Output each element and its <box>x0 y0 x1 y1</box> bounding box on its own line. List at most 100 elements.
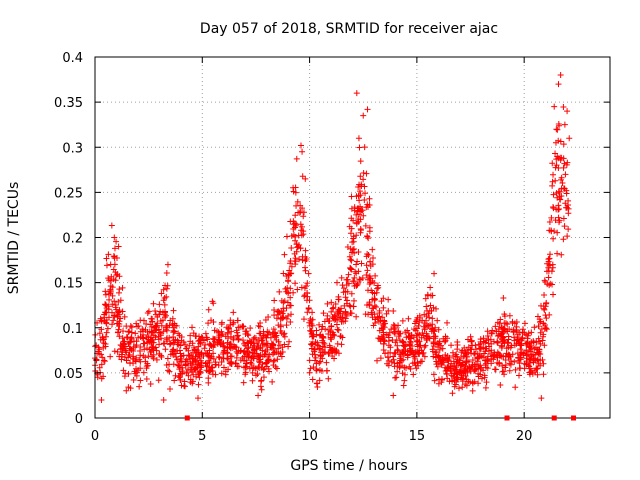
data-point <box>550 291 557 298</box>
data-point <box>552 177 559 184</box>
data-point <box>558 251 565 258</box>
data-point <box>273 337 280 344</box>
data-point <box>371 279 378 286</box>
data-point <box>215 362 222 369</box>
data-point <box>523 331 530 338</box>
data-point <box>516 354 523 361</box>
data-point <box>397 355 404 362</box>
data-point <box>327 344 334 351</box>
data-point <box>410 371 417 378</box>
data-point <box>109 292 116 299</box>
data-point <box>162 308 169 315</box>
data-point <box>517 341 524 348</box>
data-point <box>150 300 157 307</box>
data-point <box>277 350 284 357</box>
data-point <box>128 324 135 331</box>
data-point <box>556 205 563 212</box>
data-point <box>550 191 557 198</box>
data-point <box>292 280 299 287</box>
data-point <box>355 184 362 190</box>
data-point <box>536 351 543 358</box>
data-point <box>349 249 356 256</box>
data-point <box>385 307 392 314</box>
data-point <box>137 358 144 365</box>
data-point <box>290 188 297 195</box>
data-point <box>561 185 568 192</box>
data-point <box>195 369 202 376</box>
data-point <box>169 315 176 322</box>
data-point <box>560 104 567 111</box>
data-point <box>244 331 251 338</box>
data-point <box>479 375 486 382</box>
data-point <box>172 336 179 343</box>
data-point <box>224 329 231 336</box>
data-point <box>554 229 561 236</box>
data-point <box>540 371 547 378</box>
data-point <box>401 377 408 384</box>
data-point <box>485 336 492 343</box>
data-point <box>556 188 563 195</box>
data-point <box>355 215 362 222</box>
data-point <box>461 344 468 351</box>
data-point <box>523 352 530 359</box>
data-point <box>272 329 279 336</box>
data-point <box>328 323 335 330</box>
data-point <box>481 350 488 357</box>
data-point <box>355 249 362 256</box>
data-point <box>449 378 456 385</box>
data-point <box>555 206 562 213</box>
data-point <box>266 368 273 375</box>
data-point <box>472 342 479 349</box>
data-point <box>140 317 147 324</box>
data-point <box>421 353 428 360</box>
data-point <box>105 291 112 298</box>
data-point <box>111 312 118 319</box>
data-point <box>241 340 248 347</box>
data-point <box>534 365 541 372</box>
data-point <box>283 305 290 312</box>
data-point <box>525 351 532 358</box>
data-point <box>189 324 196 331</box>
data-point <box>247 325 254 332</box>
data-point <box>326 326 333 333</box>
data-point <box>209 364 216 371</box>
data-point <box>152 307 159 314</box>
data-point <box>320 310 327 317</box>
data-point <box>412 355 419 362</box>
data-point <box>528 339 535 346</box>
data-point <box>519 326 526 333</box>
data-point <box>302 264 309 271</box>
y-tick-label: 0 <box>75 412 83 427</box>
data-point <box>415 349 422 356</box>
data-point <box>540 331 547 338</box>
data-point <box>205 306 212 313</box>
data-point <box>385 357 392 364</box>
data-point <box>257 330 264 337</box>
data-point <box>422 342 429 349</box>
data-point <box>278 353 285 360</box>
data-point <box>291 250 298 257</box>
data-point <box>162 282 169 289</box>
data-point <box>149 353 156 360</box>
data-point <box>455 385 462 392</box>
data-point <box>163 270 170 277</box>
data-point <box>459 384 466 391</box>
x-tick-label: 5 <box>198 429 206 444</box>
data-point <box>292 255 299 262</box>
data-point <box>444 335 451 342</box>
data-point <box>504 321 511 328</box>
data-point <box>396 359 403 366</box>
data-point <box>364 267 371 274</box>
data-point <box>328 347 335 354</box>
x-tick-label: 0 <box>91 429 99 444</box>
data-point <box>496 320 503 327</box>
data-point <box>316 321 323 328</box>
data-point <box>227 321 234 328</box>
data-point <box>377 317 384 324</box>
data-point <box>113 238 120 245</box>
data-point <box>436 346 443 353</box>
data-point <box>527 368 534 375</box>
data-point <box>271 306 278 313</box>
data-point <box>417 358 424 365</box>
data-point <box>373 304 380 311</box>
